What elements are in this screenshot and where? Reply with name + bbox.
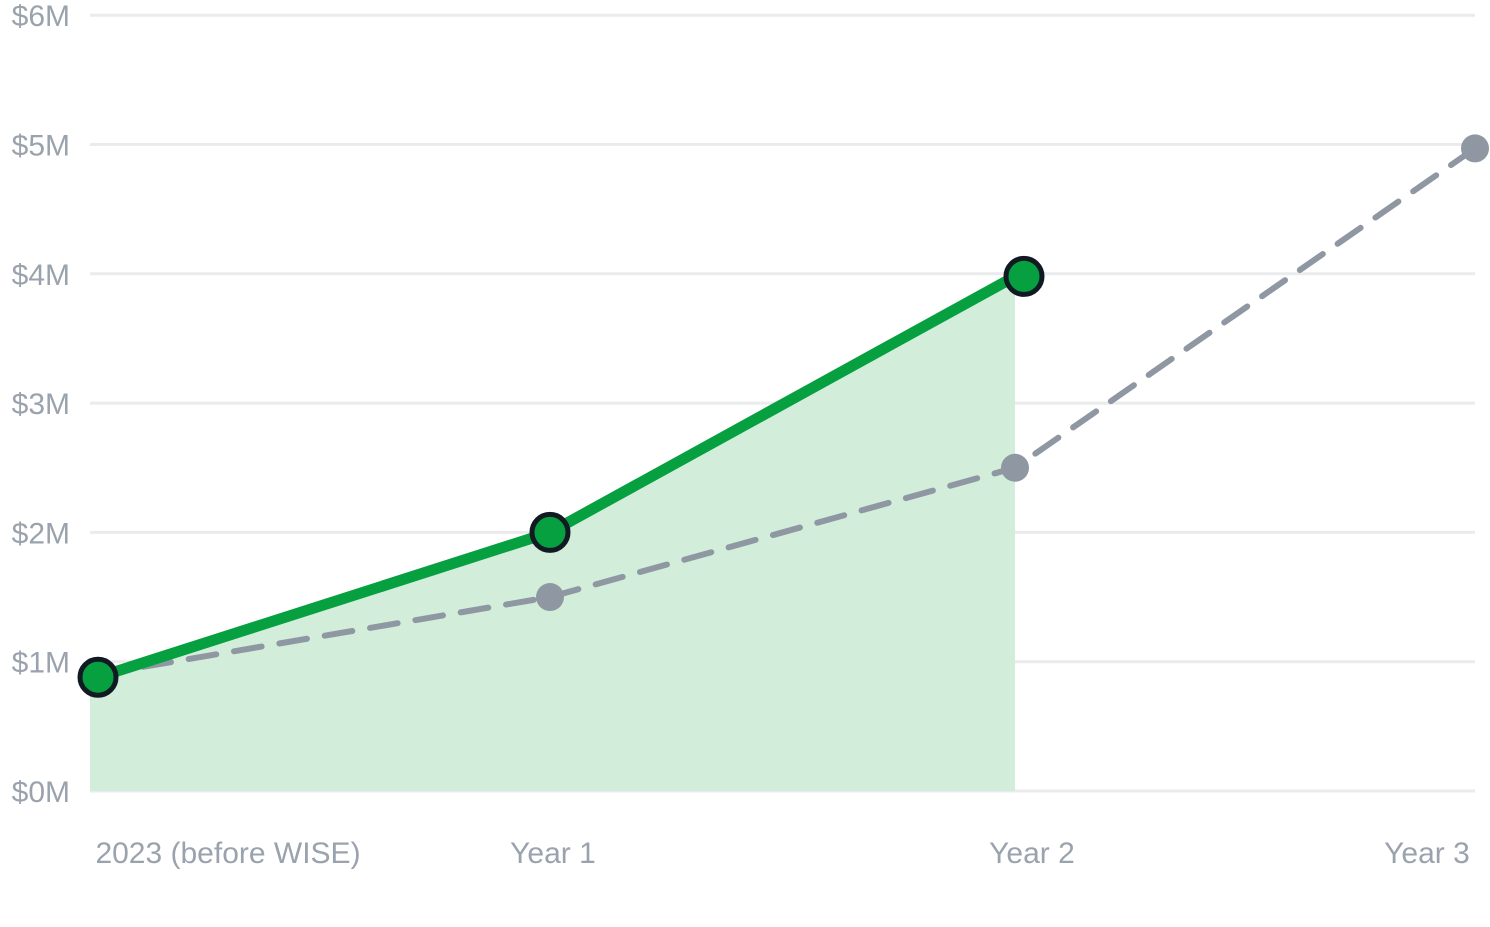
- x-tick-label: 2023 (before WISE): [95, 837, 360, 870]
- y-tick-label: $2M: [12, 517, 70, 550]
- y-tick-label: $5M: [12, 130, 70, 163]
- x-tick-label: Year 2: [989, 837, 1075, 870]
- actual-point: [1003, 255, 1045, 297]
- y-axis-tick-labels: $0M $1M $2M $3M $4M $5M $6M: [12, 0, 70, 809]
- x-tick-label: Year 1: [510, 837, 596, 870]
- y-tick-label: $4M: [12, 259, 70, 292]
- projected-point: [536, 583, 564, 612]
- y-tick-label: $0M: [12, 776, 70, 809]
- x-axis-tick-labels: 2023 (before WISE) Year 1 Year 2 Year 3: [95, 837, 1469, 870]
- y-tick-label: $3M: [12, 388, 70, 421]
- x-tick-label: Year 3: [1384, 837, 1470, 870]
- projected-point: [1461, 134, 1489, 163]
- actual-point: [529, 511, 571, 553]
- projected-line: [95, 145, 1478, 678]
- y-tick-label: $6M: [12, 0, 70, 33]
- actual-point: [77, 656, 119, 698]
- y-tick-label: $1M: [12, 647, 70, 680]
- actual-series: [77, 255, 1045, 698]
- projected-series: [95, 134, 1489, 678]
- projected-point: [1001, 453, 1029, 482]
